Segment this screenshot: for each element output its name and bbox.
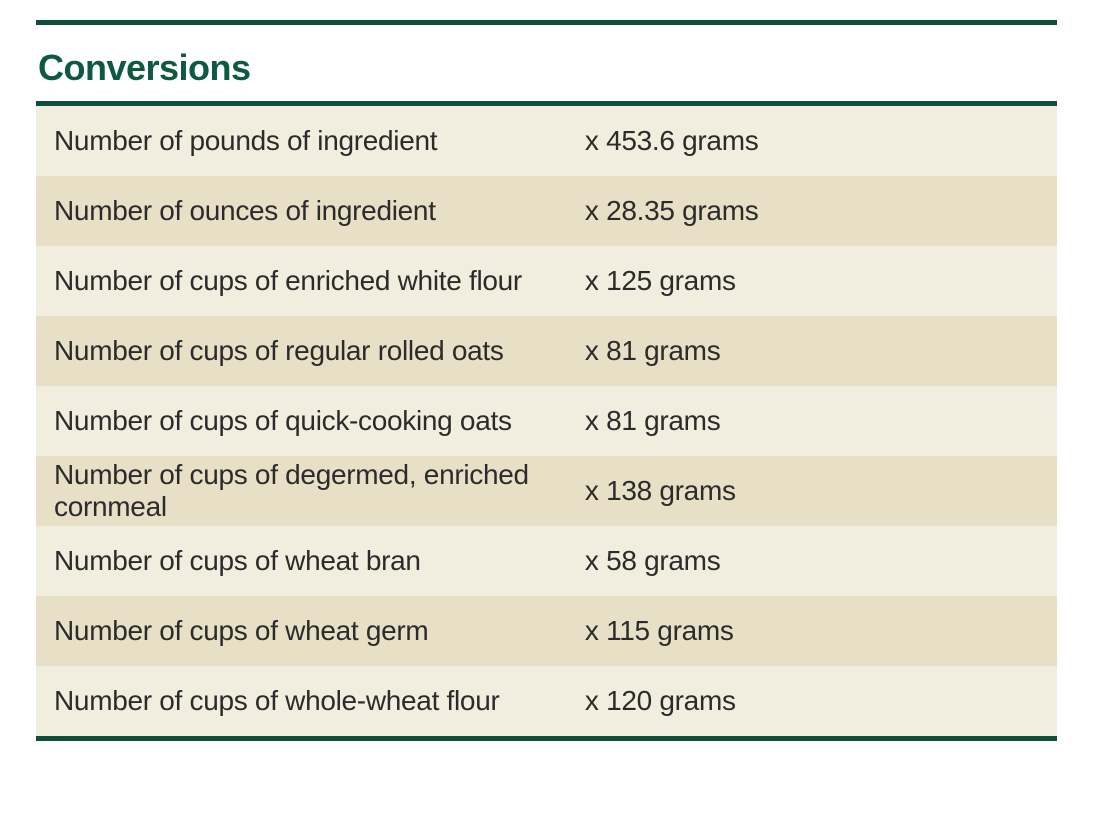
table-row: Number of cups of quick-cooking oats x 8…: [36, 386, 1057, 456]
table-cell-label: Number of cups of whole-wheat flour: [36, 666, 567, 736]
table-row: Number of cups of wheat germ x 115 grams: [36, 596, 1057, 666]
table-cell-label: Number of cups of degermed, enriched cor…: [36, 456, 567, 526]
table-cell-value: x 58 grams: [567, 526, 1057, 596]
table-row: Number of ounces of ingredient x 28.35 g…: [36, 176, 1057, 246]
conversions-table: Number of pounds of ingredient x 453.6 g…: [36, 106, 1057, 736]
table-row: Number of cups of regular rolled oats x …: [36, 316, 1057, 386]
table-row: Number of cups of degermed, enriched cor…: [36, 456, 1057, 526]
table-cell-value: x 81 grams: [567, 386, 1057, 456]
page-title: Conversions: [38, 47, 1057, 89]
top-rule: [36, 20, 1057, 25]
table-cell-value: x 81 grams: [567, 316, 1057, 386]
table-cell-label: Number of pounds of ingredient: [36, 106, 567, 176]
table-row: Number of cups of whole-wheat flour x 12…: [36, 666, 1057, 736]
table-cell-label: Number of cups of quick-cooking oats: [36, 386, 567, 456]
table-cell-value: x 28.35 grams: [567, 176, 1057, 246]
table-row: Number of pounds of ingredient x 453.6 g…: [36, 106, 1057, 176]
table-cell-value: x 125 grams: [567, 246, 1057, 316]
table-cell-value: x 120 grams: [567, 666, 1057, 736]
table-cell-label: Number of cups of regular rolled oats: [36, 316, 567, 386]
table-cell-label: Number of cups of enriched white flour: [36, 246, 567, 316]
page: Conversions Number of pounds of ingredie…: [0, 0, 1093, 834]
table-cell-value: x 115 grams: [567, 596, 1057, 666]
table-cell-label: Number of cups of wheat bran: [36, 526, 567, 596]
bottom-rule: [36, 736, 1057, 741]
table-cell-label: Number of cups of wheat germ: [36, 596, 567, 666]
table-cell-value: x 138 grams: [567, 456, 1057, 526]
table-row: Number of cups of wheat bran x 58 grams: [36, 526, 1057, 596]
table-cell-value: x 453.6 grams: [567, 106, 1057, 176]
table-row: Number of cups of enriched white flour x…: [36, 246, 1057, 316]
table-cell-label: Number of ounces of ingredient: [36, 176, 567, 246]
